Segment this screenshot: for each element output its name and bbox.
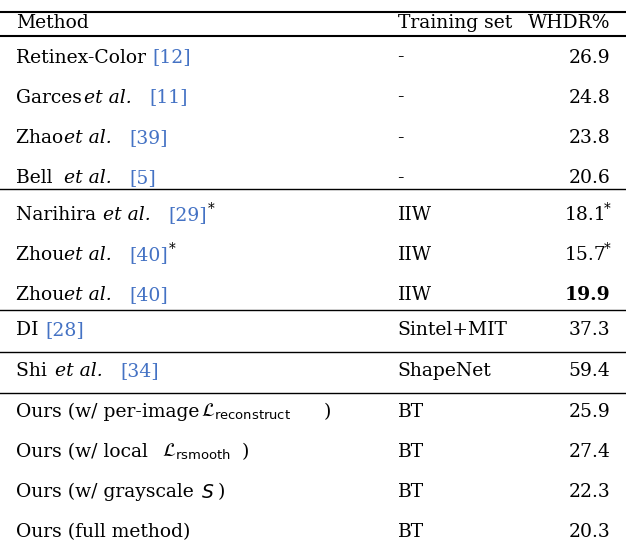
- Text: *: *: [603, 202, 610, 216]
- Text: $\mathcal{L}_{\mathrm{reconstruct}}$: $\mathcal{L}_{\mathrm{reconstruct}}$: [201, 402, 291, 423]
- Text: BT: BT: [398, 443, 424, 461]
- Text: Retinex-Color: Retinex-Color: [16, 49, 151, 66]
- Text: Sintel+MIT: Sintel+MIT: [398, 321, 508, 339]
- Text: et al.: et al.: [84, 89, 131, 106]
- Text: Zhou: Zhou: [16, 247, 70, 264]
- Text: IIW: IIW: [398, 287, 431, 304]
- Text: 23.8: 23.8: [568, 129, 610, 146]
- Text: [28]: [28]: [45, 321, 84, 339]
- Text: DI: DI: [16, 321, 44, 339]
- Text: BT: BT: [398, 523, 424, 541]
- Text: Narihira: Narihira: [16, 207, 102, 224]
- Text: Zhou: Zhou: [16, 287, 70, 304]
- Text: WHDR%: WHDR%: [528, 14, 610, 32]
- Text: 24.8: 24.8: [568, 89, 610, 106]
- Text: ): ): [217, 483, 225, 501]
- Text: et al.: et al.: [64, 129, 112, 146]
- Text: [12]: [12]: [152, 49, 191, 66]
- Text: BT: BT: [398, 483, 424, 501]
- Text: et al.: et al.: [64, 247, 112, 264]
- Text: IIW: IIW: [398, 207, 431, 224]
- Text: 37.3: 37.3: [569, 321, 610, 339]
- Text: 20.3: 20.3: [568, 523, 610, 541]
- Text: Zhao: Zhao: [16, 129, 69, 146]
- Text: 19.9: 19.9: [565, 287, 610, 304]
- Text: Ours (w/ grayscale: Ours (w/ grayscale: [16, 483, 200, 501]
- Text: -: -: [398, 129, 404, 146]
- Text: [11]: [11]: [149, 89, 188, 106]
- Text: 59.4: 59.4: [568, 362, 610, 380]
- Text: et al.: et al.: [103, 207, 151, 224]
- Text: IIW: IIW: [398, 247, 431, 264]
- Text: ): ): [242, 443, 249, 461]
- Text: [34]: [34]: [120, 362, 158, 380]
- Text: Garces: Garces: [16, 89, 88, 106]
- Text: et al.: et al.: [64, 169, 112, 186]
- Text: et al.: et al.: [64, 287, 112, 304]
- Text: Ours (w/ local: Ours (w/ local: [16, 443, 153, 461]
- Text: [5]: [5]: [130, 169, 156, 186]
- Text: 18.1: 18.1: [564, 207, 606, 224]
- Text: Bell: Bell: [16, 169, 58, 186]
- Text: [40]: [40]: [130, 247, 168, 264]
- Text: Method: Method: [16, 14, 88, 32]
- Text: BT: BT: [398, 403, 424, 421]
- Text: [40]: [40]: [130, 287, 168, 304]
- Text: [39]: [39]: [130, 129, 168, 146]
- Text: 20.6: 20.6: [568, 169, 610, 186]
- Text: Shi: Shi: [16, 362, 53, 380]
- Text: [29]: [29]: [169, 207, 207, 224]
- Text: et al.: et al.: [54, 362, 103, 380]
- Text: 26.9: 26.9: [569, 49, 610, 66]
- Text: Training set: Training set: [398, 14, 512, 32]
- Text: ): ): [324, 403, 331, 421]
- Text: 27.4: 27.4: [568, 443, 610, 461]
- Text: -: -: [398, 169, 404, 186]
- Text: -: -: [398, 89, 404, 106]
- Text: *: *: [169, 242, 175, 256]
- Text: -: -: [398, 49, 404, 66]
- Text: *: *: [208, 202, 215, 216]
- Text: 25.9: 25.9: [568, 403, 610, 421]
- Text: Ours (w/ per-image: Ours (w/ per-image: [16, 403, 205, 421]
- Text: Ours (full method): Ours (full method): [16, 523, 190, 541]
- Text: $S$: $S$: [201, 483, 214, 501]
- Text: 15.7: 15.7: [564, 247, 606, 264]
- Text: $\mathcal{L}_{\mathrm{rsmooth}}$: $\mathcal{L}_{\mathrm{rsmooth}}$: [162, 442, 230, 463]
- Text: ShapeNet: ShapeNet: [398, 362, 491, 380]
- Text: *: *: [603, 242, 610, 256]
- Text: 22.3: 22.3: [568, 483, 610, 501]
